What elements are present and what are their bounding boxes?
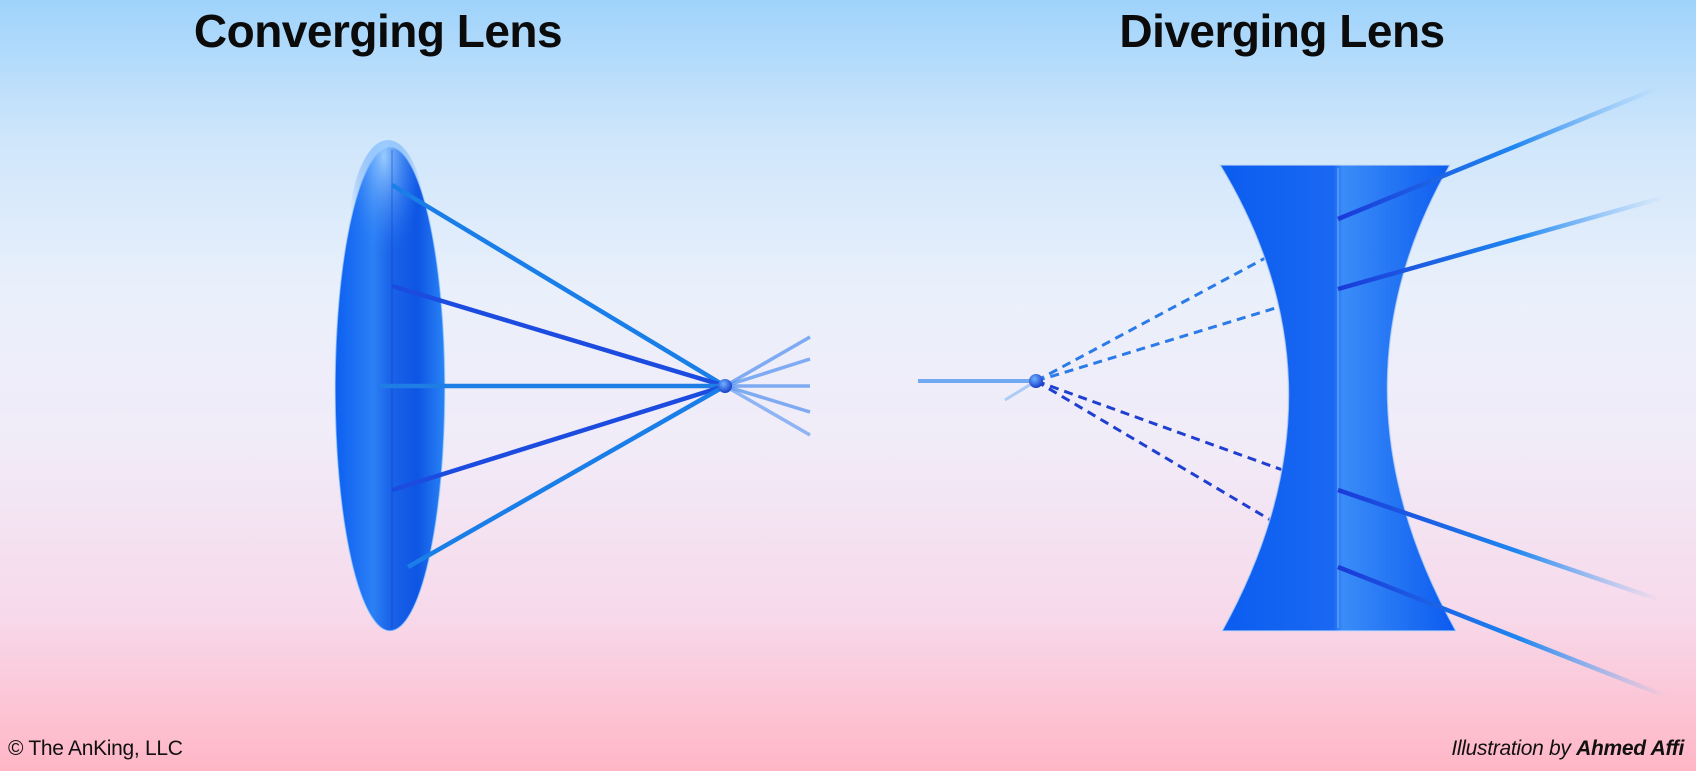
credit-prefix: Illustration by (1451, 737, 1577, 760)
diverging-refracted-ray-1 (1337, 85, 1659, 222)
converging-exit-ray-4 (724, 384, 811, 414)
credit-name: Ahmed Affi (1576, 737, 1684, 760)
copyright-text: © The AnKing, LLC (8, 737, 183, 760)
converging-exit-ray-1 (724, 335, 811, 388)
diverging-refracted-ray-2 (1337, 194, 1666, 292)
converging-focal-point (718, 379, 732, 393)
diverging-lens-title: Diverging Lens (1119, 5, 1445, 57)
converging-refracted-ray-4 (391, 383, 726, 493)
diverging-refracted-ray-4 (1337, 487, 1661, 603)
converging-exit-ray-5 (724, 384, 811, 437)
diverging-virtual-ray-5 (1035, 379, 1376, 584)
diverging-virtual-ray-4 (1035, 379, 1339, 492)
converging-lens-group (0, 140, 811, 632)
converging-refracted-ray-1 (390, 183, 727, 388)
diverging-lens-group (918, 85, 1696, 700)
converging-exit-ray-2 (724, 357, 811, 388)
illustration-credit: Illustration by Ahmed Affi (1451, 737, 1684, 761)
converging-refracted-ray-2 (391, 283, 726, 389)
diverging-focal-point (1029, 374, 1043, 388)
diverging-refracted-ray-5 (1337, 564, 1669, 700)
converging-lens-title: Converging Lens (193, 5, 563, 57)
converging-lens-highlight (348, 140, 428, 340)
converging-refracted-ray-5 (406, 384, 727, 569)
